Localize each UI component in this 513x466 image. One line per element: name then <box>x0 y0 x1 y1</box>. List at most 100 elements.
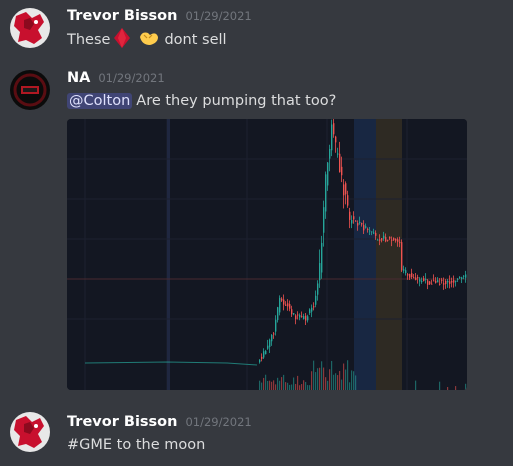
chart-candle <box>425 279 427 281</box>
chart-candle <box>287 303 289 307</box>
chart-candle <box>259 359 261 363</box>
message-author[interactable]: NA 01/29/2021 <box>67 70 165 86</box>
chart-candle <box>417 277 419 279</box>
chart-volume-bar <box>313 360 315 390</box>
chart-volume-bar <box>465 383 467 390</box>
chart-volume-bar <box>271 381 273 390</box>
chart-volume-bar <box>267 380 269 390</box>
message: Trevor Bisson 01/29/2021 #GME to the moon <box>0 400 513 466</box>
chart-candle <box>261 356 263 359</box>
chart-volume-bar <box>317 368 319 390</box>
chart-candle <box>281 298 283 301</box>
chart-candle <box>391 239 393 241</box>
chart-candle <box>269 339 271 348</box>
chart-candle <box>265 350 267 355</box>
chart-candle <box>439 283 441 285</box>
avatar[interactable] <box>10 70 50 110</box>
chart-candle <box>315 295 317 305</box>
chart-candle <box>389 236 391 239</box>
chart-candle <box>403 269 405 271</box>
chart-volume-bar <box>279 380 281 390</box>
message-content: @Colton Are they pumping that too? <box>67 93 336 109</box>
chart-candle <box>349 211 351 220</box>
chart-candle <box>393 237 395 241</box>
chart-volume-bar <box>333 374 335 390</box>
chart-candle <box>385 237 387 242</box>
chart-candle <box>373 232 375 234</box>
message-author[interactable]: Trevor Bisson 01/29/2021 <box>67 8 252 24</box>
chart-candle <box>405 270 407 273</box>
avatar[interactable] <box>10 8 50 48</box>
chart-candle <box>447 280 449 283</box>
chart-candle <box>273 333 275 335</box>
chart-candle <box>305 315 307 321</box>
chart-candle <box>407 274 409 276</box>
message-author[interactable]: Trevor Bisson 01/29/2021 <box>67 414 252 430</box>
chart-volume-bar <box>339 370 341 390</box>
chart-candle <box>361 222 363 225</box>
chart-volume-bar <box>281 377 283 390</box>
chart-candle <box>411 273 413 278</box>
chart-volume-bar <box>345 369 347 390</box>
avatar[interactable] <box>10 412 50 452</box>
chart-candle <box>357 223 359 226</box>
hands-icon[interactable] <box>138 29 160 51</box>
message: NA 01/29/2021 @Colton Are they pumping th… <box>0 60 513 400</box>
chart-candle <box>275 319 277 332</box>
chart-volume-bar <box>259 380 261 390</box>
chart-candle <box>395 238 397 241</box>
chart-candle <box>267 345 269 349</box>
author-name[interactable]: Trevor Bisson <box>67 414 178 430</box>
chart-candle <box>355 220 357 222</box>
chart-candle <box>293 313 295 315</box>
chart-candle <box>347 195 349 206</box>
chart-volume-bar <box>341 379 343 390</box>
chart-candle <box>369 230 371 232</box>
chart-candle <box>325 174 327 212</box>
chart-candle <box>321 242 323 273</box>
chart-candle <box>449 281 451 284</box>
message-content: #GME to the moon <box>67 437 205 453</box>
chart-candle <box>353 216 355 220</box>
chart-volume-bar <box>283 374 285 390</box>
chart-volume-bar <box>343 363 345 390</box>
chart-candle <box>441 279 443 281</box>
stock-chart-image[interactable] <box>67 119 467 390</box>
chart-candle <box>383 235 385 239</box>
chart-candle <box>445 280 447 285</box>
user-mention[interactable]: @Colton <box>67 93 133 109</box>
chart-volume-bar <box>321 361 323 390</box>
chart-volume-bar <box>291 384 293 390</box>
chart-candle <box>307 316 309 321</box>
chart-volume-bar <box>277 377 279 390</box>
chart-volume-bar <box>305 381 307 390</box>
chart-candle <box>271 334 273 342</box>
message-text: These <box>67 32 111 48</box>
chart-candle <box>437 280 439 283</box>
chart-volume-bar <box>297 375 299 390</box>
chart-candle <box>397 239 399 242</box>
chart-volume-bar <box>355 375 357 390</box>
chart-candle <box>379 239 381 241</box>
chart-candle <box>359 222 361 224</box>
chart-volume-bar <box>329 369 331 390</box>
chart-candle <box>367 228 369 230</box>
diamond-icon[interactable] <box>114 28 131 52</box>
chart-volume-bar <box>335 373 337 390</box>
chart-volume-bar <box>299 385 301 390</box>
chart-candle <box>279 297 281 313</box>
chart-candle <box>343 184 345 196</box>
chart-candle <box>377 239 379 241</box>
chart-volume-bar <box>263 377 265 390</box>
chart-candle <box>375 232 377 236</box>
chart-volume-bar <box>347 360 349 390</box>
chart-candle <box>423 278 425 282</box>
author-name[interactable]: NA <box>67 70 91 86</box>
chart-candle <box>283 299 285 305</box>
message-text: Are they pumping that too? <box>136 93 337 109</box>
chart-volume-bar <box>293 377 295 390</box>
author-name[interactable]: Trevor Bisson <box>67 8 178 24</box>
chart-volume-bar <box>287 382 289 390</box>
chart-candle <box>365 226 367 228</box>
chart-candle <box>289 304 291 309</box>
